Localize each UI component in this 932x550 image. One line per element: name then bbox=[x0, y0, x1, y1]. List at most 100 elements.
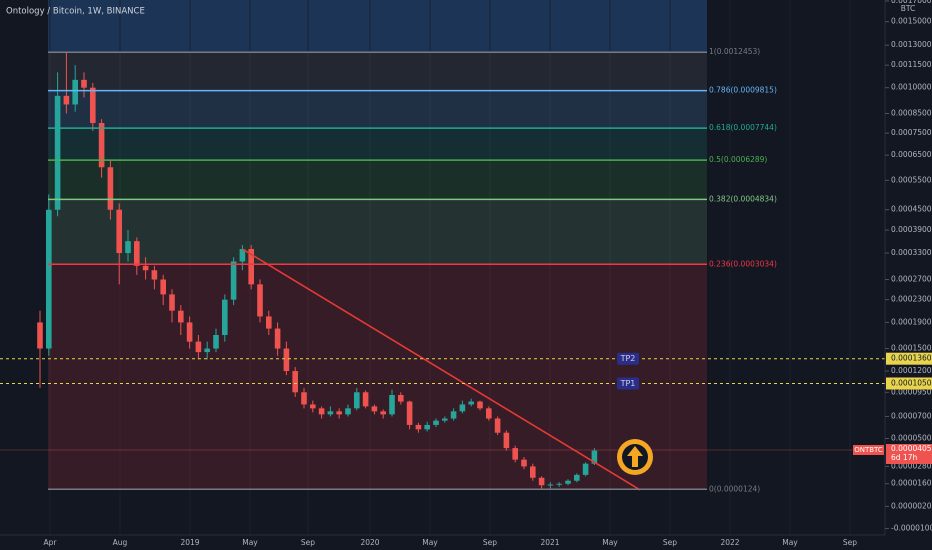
candle-body bbox=[301, 392, 307, 405]
candle-body bbox=[442, 418, 448, 421]
fib-label: 1(0.0012453) bbox=[709, 47, 760, 56]
y-tick-label: 0.0002300 bbox=[891, 295, 932, 304]
y-tick-label: 0.0002700 bbox=[891, 275, 932, 284]
candle-body bbox=[37, 322, 43, 349]
x-tick-label: Sep bbox=[663, 538, 677, 547]
fib-label: 0(0.0000124) bbox=[709, 484, 760, 493]
candle-body bbox=[142, 265, 149, 271]
candle-body bbox=[424, 424, 430, 430]
x-tick-label: Apr bbox=[44, 538, 58, 547]
y-tick-label: 0.0000500 bbox=[891, 433, 932, 442]
candle-body bbox=[336, 411, 342, 415]
candle-body bbox=[116, 209, 122, 254]
target-tag bbox=[617, 352, 639, 365]
candle-body bbox=[46, 209, 52, 349]
symbol-label: ONTBTC bbox=[854, 446, 883, 454]
y-tick-label: 0.0008500 bbox=[891, 108, 932, 117]
symbol-badge bbox=[853, 445, 884, 456]
candle-body bbox=[556, 483, 562, 485]
candle-body bbox=[591, 450, 598, 464]
target-name: TP1 bbox=[620, 379, 636, 388]
y-tick-label: 0.0000020 bbox=[891, 501, 932, 510]
y-tick-label: -0.0000100 bbox=[891, 523, 932, 532]
candle-body bbox=[230, 261, 237, 300]
candle-body bbox=[565, 480, 571, 484]
candle-body bbox=[160, 279, 166, 295]
candle-body bbox=[433, 420, 439, 425]
candle-body bbox=[415, 424, 422, 430]
candle-body bbox=[54, 95, 61, 210]
candle-body bbox=[354, 392, 360, 409]
buy-icon bbox=[617, 439, 653, 475]
y-tick-label: 0.0000950 bbox=[891, 387, 932, 396]
candle-body bbox=[503, 432, 510, 449]
candle-body bbox=[98, 123, 105, 168]
x-tick-label: May bbox=[242, 538, 258, 547]
fib-upper-zone bbox=[48, 0, 707, 52]
x-tick-label: Sep bbox=[483, 538, 497, 547]
x-tick-label: Sep bbox=[843, 538, 857, 547]
candle-body bbox=[248, 249, 254, 285]
candle-body bbox=[134, 241, 140, 266]
y-tick-label: 0.0017000 bbox=[891, 0, 932, 5]
candle-body bbox=[327, 411, 334, 415]
candle-body bbox=[371, 406, 378, 412]
fib-label: 0.5(0.0006289) bbox=[709, 155, 767, 164]
candle-body bbox=[389, 395, 395, 415]
candle-body bbox=[477, 401, 483, 409]
candle-body bbox=[362, 392, 369, 407]
fib-band bbox=[48, 90, 707, 129]
candle-body bbox=[81, 79, 87, 88]
fib-label: 0.382(0.0004834) bbox=[709, 194, 777, 203]
candle-body bbox=[266, 316, 272, 329]
y-tick-label: 0.0000280 bbox=[891, 461, 932, 470]
candle-body bbox=[72, 79, 78, 105]
candle-body bbox=[318, 408, 325, 415]
x-tick-label: 2019 bbox=[180, 538, 199, 547]
candle-body bbox=[222, 299, 228, 335]
fib-band bbox=[48, 128, 707, 161]
candle-body bbox=[274, 328, 281, 349]
y-tick-label: 0.0003900 bbox=[891, 225, 932, 234]
candle-body bbox=[310, 404, 316, 409]
target-tag bbox=[617, 377, 639, 390]
candle-body bbox=[292, 371, 298, 393]
candle-body bbox=[169, 294, 175, 311]
candle-body bbox=[345, 408, 351, 415]
candle-body bbox=[450, 411, 457, 419]
last-price-label: 0.0000405 bbox=[891, 444, 932, 453]
y-tick-label: 0.0013000 bbox=[891, 40, 932, 49]
y-tick-label: 0.0001200 bbox=[891, 366, 932, 375]
candle-body bbox=[494, 418, 501, 433]
y-tick-label: 0.0006500 bbox=[891, 150, 932, 159]
axis-unit: BTC bbox=[901, 4, 916, 13]
y-tick-label: 0.0001900 bbox=[891, 317, 932, 326]
candle-body bbox=[186, 322, 193, 342]
candle-body bbox=[380, 411, 386, 415]
target-price-box bbox=[886, 377, 932, 390]
fib-band bbox=[48, 52, 707, 91]
candle-body bbox=[530, 466, 536, 478]
candle-body bbox=[582, 463, 589, 475]
candle-body bbox=[178, 310, 184, 323]
candle-body bbox=[574, 474, 580, 481]
y-tick-label: 0.0005500 bbox=[891, 175, 932, 184]
y-tick-label: 0.0000160 bbox=[891, 479, 932, 488]
target-price-label: 0.0001360 bbox=[891, 354, 932, 363]
x-tick-label: Sep bbox=[301, 538, 315, 547]
x-tick-label: 2021 bbox=[540, 538, 559, 547]
x-tick-label: 2020 bbox=[360, 538, 379, 547]
y-tick-label: 0.0011500 bbox=[891, 60, 932, 69]
candle-body bbox=[107, 167, 114, 210]
candle-body bbox=[547, 484, 554, 486]
fib-label: 0.618(0.0007744) bbox=[709, 123, 777, 132]
y-tick-label: 0.0000700 bbox=[891, 411, 932, 420]
candle-body bbox=[204, 348, 210, 353]
last-price-box bbox=[886, 444, 932, 465]
candle-body bbox=[90, 87, 96, 124]
candle-body bbox=[283, 348, 290, 372]
fib-band bbox=[48, 264, 707, 490]
x-tick-label: May bbox=[782, 538, 798, 547]
x-tick-label: May bbox=[422, 538, 438, 547]
